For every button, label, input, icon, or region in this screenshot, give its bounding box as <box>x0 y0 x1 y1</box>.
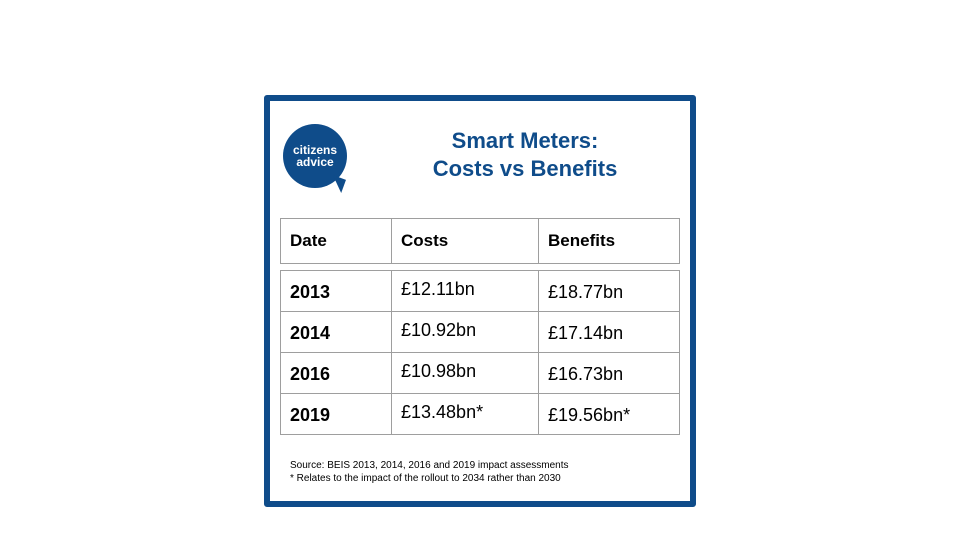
header-costs: Costs <box>391 218 539 264</box>
header-date: Date <box>280 218 392 264</box>
asterisk-note: * Relates to the impact of the rollout t… <box>290 473 561 484</box>
row-2019-date: 2019 <box>280 393 392 435</box>
title-line-2: Costs vs Benefits <box>432 156 618 181</box>
footnotes: Source: BEIS 2013, 2014, 2016 and 2019 i… <box>290 459 569 485</box>
logo-line-1: citizens <box>292 143 337 157</box>
row-2014-date: 2014 <box>280 311 392 353</box>
logo-line-2: advice <box>296 155 334 169</box>
title-line-1: Smart Meters: <box>451 128 599 153</box>
header-benefits: Benefits <box>538 218 680 264</box>
row-2019-benefits: £19.56bn* <box>538 393 680 435</box>
row-2013-costs: £12.11bn <box>391 270 539 312</box>
row-2013-benefits: £18.77bn <box>538 270 680 312</box>
row-2013-date: 2013 <box>280 270 392 312</box>
page-title: Smart Meters: Costs vs Benefits <box>395 127 655 183</box>
source-note: Source: BEIS 2013, 2014, 2016 and 2019 i… <box>290 460 569 471</box>
row-2014-benefits: £17.14bn <box>538 311 680 353</box>
row-2016-benefits: £16.73bn <box>538 352 680 394</box>
row-2016-date: 2016 <box>280 352 392 394</box>
citizens-advice-logo: citizens advice <box>283 124 347 188</box>
row-2019-costs: £13.48bn* <box>391 393 539 435</box>
row-2016-costs: £10.98bn <box>391 352 539 394</box>
row-2014-costs: £10.92bn <box>391 311 539 353</box>
